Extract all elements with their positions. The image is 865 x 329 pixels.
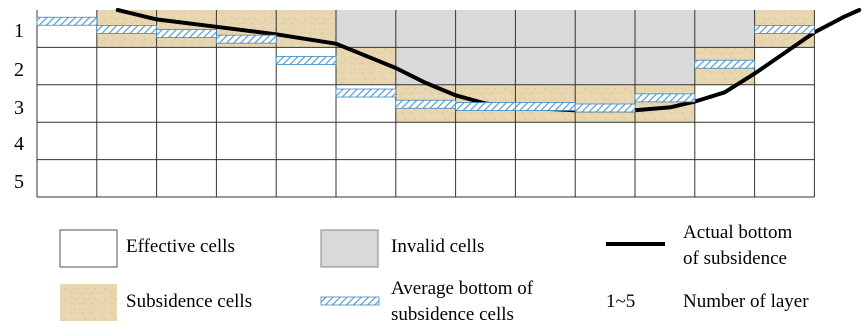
average-bottom-bar (156, 29, 217, 38)
legend-swatches (59, 229, 665, 321)
effective-cell (336, 122, 396, 160)
legend-average-swatch (320, 296, 380, 306)
invalid-cell (635, 10, 695, 48)
average-bottom-bar (395, 99, 456, 109)
effective-cell (754, 84, 815, 123)
invalid-cell (515, 10, 576, 48)
effective-cell (515, 159, 576, 197)
effective-cell (37, 159, 97, 197)
average-bottom-bar (335, 88, 397, 98)
legend-range-label: 1~5 (606, 291, 636, 312)
average-bottom-bar (96, 25, 158, 34)
subsidence-cell (156, 10, 217, 48)
effective-cell (276, 122, 336, 160)
effective-cell (455, 159, 516, 197)
legend-actual-label-1: Actual bottom (683, 222, 793, 243)
layer-label-5: 5 (14, 171, 24, 193)
average-bottom-bar (634, 93, 696, 103)
effective-cell (37, 122, 97, 160)
legend-invalid-swatch (320, 229, 379, 268)
legend-subsidence-swatch (60, 284, 117, 321)
effective-cell (37, 10, 97, 48)
average-bottom-bar (574, 103, 636, 113)
effective-cell (455, 122, 516, 160)
subsidence-cell (575, 84, 635, 123)
effective-cell (96, 47, 157, 85)
layer-label-2: 2 (14, 59, 24, 81)
effective-cell (156, 47, 217, 85)
legend-effective-label: Effective cells (126, 236, 235, 257)
invalid-cell (395, 47, 456, 85)
average-bottom-bar (36, 16, 98, 26)
layer-label-4: 4 (14, 133, 24, 155)
invalid-cell (635, 47, 695, 85)
average-bottom-bar (215, 34, 277, 44)
effective-cell (754, 122, 815, 160)
layer-label-1: 1 (14, 20, 24, 42)
effective-cell (694, 159, 755, 197)
legend-effective-swatch (59, 229, 118, 268)
invalid-cell (575, 10, 635, 48)
effective-cell (276, 159, 336, 197)
legend-layers-label: Number of layer (683, 291, 809, 312)
effective-cell (276, 84, 336, 123)
effective-cell (216, 122, 277, 160)
effective-cell (37, 47, 97, 85)
invalid-cell (395, 10, 456, 48)
legend-subsidence-label: Subsidence cells (126, 291, 253, 312)
effective-cell (156, 84, 217, 123)
layer-label-3: 3 (14, 97, 24, 119)
effective-cell (754, 159, 815, 197)
invalid-cell (455, 10, 516, 48)
legend-average-label-2: subsidence cells (391, 304, 514, 325)
effective-cell (395, 159, 456, 197)
average-bottom-bars (36, 16, 815, 113)
effective-cell (515, 122, 576, 160)
average-bottom-bar (754, 25, 815, 34)
effective-cell (156, 122, 217, 160)
invalid-cell (455, 47, 516, 85)
average-bottom-bar (515, 102, 576, 111)
legend-invalid-label: Invalid cells (391, 236, 485, 257)
effective-cell (395, 122, 456, 160)
invalid-cell (336, 10, 396, 48)
effective-cell (216, 47, 277, 85)
average-bottom-bar (275, 56, 337, 65)
average-bottom-bar (455, 102, 516, 111)
effective-cell (156, 159, 217, 197)
effective-cell (336, 159, 396, 197)
legend-average-label-1: Average bottom of (391, 278, 534, 299)
effective-cell (216, 84, 277, 123)
effective-cell (96, 159, 157, 197)
effective-cell (635, 159, 695, 197)
effective-cell (575, 159, 635, 197)
effective-cell (276, 47, 336, 85)
effective-cell (216, 159, 277, 197)
effective-cell (96, 84, 157, 123)
effective-cell (96, 122, 157, 160)
invalid-cell (515, 47, 576, 85)
invalid-cell (575, 47, 635, 85)
legend-actual-label-2: of subsidence (683, 248, 787, 269)
average-bottom-bar (694, 59, 755, 69)
invalid-cell (694, 10, 755, 48)
effective-cell (37, 84, 97, 123)
grid-lines (36, 10, 815, 198)
effective-cell (694, 122, 755, 160)
effective-cell (575, 122, 635, 160)
effective-cell (635, 122, 695, 160)
